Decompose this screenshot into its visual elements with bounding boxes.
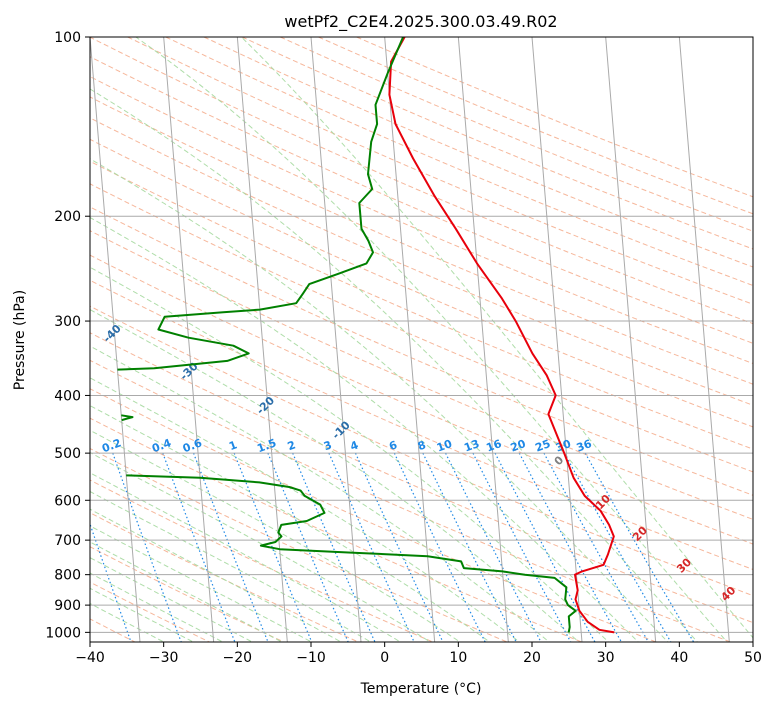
isotherm-line [606,37,656,645]
y-tick-label: 600 [54,493,81,509]
y-tick-label: 700 [54,533,81,549]
x-tick-label: −30 [149,650,179,666]
mixing-ratio-line [329,453,416,645]
dry-adiabat [242,37,775,645]
x-tick-label: −10 [296,650,326,666]
y-tick-label: 900 [54,598,81,614]
mixing-ratio-label: 2 [286,438,298,453]
plot-frame [90,37,753,642]
mixing-ratio-label: 20 [509,437,528,455]
mixing-ratio-label: 8 [416,438,428,453]
moist-adiabat [0,37,347,645]
dry-adiabat [0,37,664,645]
moist-adiabat [0,37,553,645]
moist-adiabat [0,37,199,645]
mixing-ratio-label: 3 [322,438,334,453]
mixing-ratio-label: 6 [387,438,399,453]
isotherm-line [90,37,140,645]
isotherm-line [753,37,775,645]
mixing-ratio-line [519,453,623,645]
mixing-ratio-label: 1 [227,438,239,453]
mixing-ratio-label: 1.5 [255,436,278,455]
y-tick-label: 500 [54,446,81,462]
mixing-ratio-line [585,453,695,645]
isotherm-line [458,37,508,645]
dry-adiabat [90,37,775,645]
mixing-ratio-label: 10 [435,437,454,455]
mixing-ratio-label: 13 [462,437,481,454]
y-tick-label: 400 [54,388,81,404]
moist-adiabat-label: 40 [718,584,738,604]
dry-adiabat [357,37,775,645]
dry-adiabat-label: -10 [330,418,353,441]
mixing-ratio-line [113,453,183,645]
dry-adiabat [128,37,775,645]
x-tick-label: 20 [523,650,541,666]
dry-adiabat [166,37,775,645]
mixing-ratio-label: 0.4 [150,436,173,455]
moist-adiabat [0,37,494,645]
mixing-ratio-line [544,453,650,645]
dry-adiabat [0,37,66,645]
x-tick-label: 50 [744,650,762,666]
x-tick-label: 0 [380,650,389,666]
y-tick-label: 300 [54,314,81,330]
dry-adiabat [0,37,290,645]
mixing-ratio-label: 0.6 [181,436,204,455]
x-tick-label: 30 [597,650,615,666]
moist-adiabat-label: 30 [674,555,694,575]
y-axis-label: Pressure (hPa) [12,290,28,390]
y-tick-label: 100 [54,30,81,46]
dry-adiabat [280,37,775,645]
mixing-ratio-label: 16 [484,437,503,455]
mixing-ratio-label: 0.2 [100,436,123,455]
mixing-ratio-line [446,453,543,645]
y-tick-label: 800 [54,568,81,584]
dewpoint-profile-line [121,415,132,420]
mixing-ratio-label: 36 [575,437,594,455]
dry-adiabat-label: -40 [101,322,124,345]
mixing-ratio-line [394,453,486,645]
chart-title: wetPf2_C2E4.2025.300.03.49.R02 [284,12,557,32]
x-tick-label: −40 [75,650,105,666]
x-tick-label: 40 [670,650,688,666]
y-tick-label: 1000 [45,625,81,641]
mixing-ratio-label: 4 [349,438,361,453]
temperature-profile-line [389,37,614,632]
mixing-ratio-line [495,453,596,645]
mixing-ratio-line [473,453,572,645]
dry-adiabat [0,37,514,645]
moist-adiabat [0,37,523,645]
isotherm-line [679,37,729,645]
x-tick-label: 10 [449,650,467,666]
x-axis-label: Temperature (°C) [360,681,482,697]
y-tick-label: 200 [54,209,81,225]
x-tick-label: −20 [223,650,253,666]
